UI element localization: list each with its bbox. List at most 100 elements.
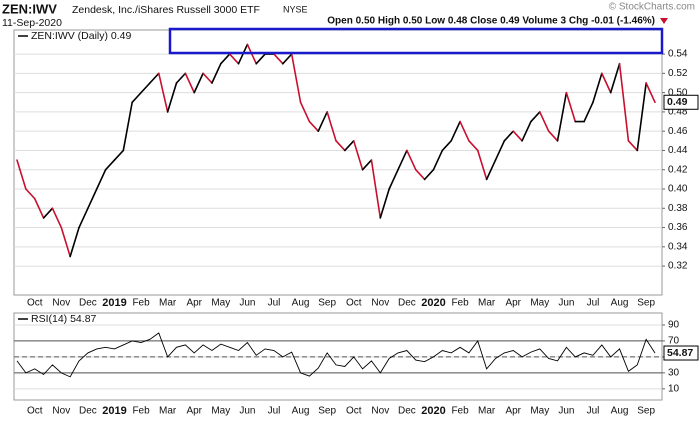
- x-tick-label: Dec: [398, 406, 416, 417]
- line-segment: [370, 159, 382, 219]
- line-segment: [122, 101, 133, 152]
- line-segment: [193, 72, 204, 94]
- line-segment: [414, 168, 426, 181]
- line-segment: [476, 149, 488, 181]
- line-segment: [494, 140, 506, 161]
- x-tick-label: Jul: [587, 298, 600, 309]
- y-tick-label: 0.48: [668, 107, 688, 118]
- line-segment: [468, 140, 479, 152]
- line-segment: [33, 197, 45, 219]
- y-tick-label: 0.54: [668, 49, 688, 60]
- line-segment: [521, 120, 532, 142]
- line-segment: [432, 149, 444, 171]
- highlight-box: [168, 27, 664, 55]
- y-tick-label: 0.40: [668, 184, 688, 195]
- series-line: [16, 332, 656, 378]
- x-tick-label: Nov: [52, 298, 70, 309]
- x-tick-label: Jun: [558, 298, 574, 309]
- line-segment: [592, 72, 603, 104]
- line-segment: [228, 53, 240, 65]
- line-segment: [627, 140, 639, 152]
- y-tick-label: 0.44: [668, 145, 688, 156]
- line-segment: [42, 207, 54, 219]
- line-segment: [565, 91, 577, 123]
- line-segment: [78, 207, 89, 229]
- x-tick-label: Jun: [239, 298, 255, 309]
- x-tick-label: Feb: [451, 406, 469, 417]
- x-tick-label: Apr: [505, 298, 521, 309]
- y-tick-label: 10: [668, 383, 680, 394]
- line-segment: [326, 111, 337, 142]
- line-segment: [113, 149, 125, 161]
- line-segment: [157, 72, 169, 113]
- y-tick-label: 70: [668, 336, 680, 347]
- x-tick-label: Apr: [186, 298, 202, 309]
- line-segment: [397, 149, 408, 171]
- x-tick-label: Feb: [132, 406, 150, 417]
- x-tick-label: Sep: [318, 298, 336, 309]
- y-tick-label: 0.34: [668, 241, 688, 252]
- line-segment: [166, 82, 178, 113]
- last-value-box: [663, 94, 699, 110]
- x-tick-label: Aug: [611, 298, 629, 309]
- x-tick-label: Jul: [268, 406, 281, 417]
- x-tick-label: Feb: [132, 298, 150, 309]
- line-segment: [220, 53, 231, 65]
- x-tick-label: May: [530, 298, 549, 309]
- line-segment: [25, 188, 36, 200]
- x-tick-label: Jun: [239, 406, 255, 417]
- x-tick-label: 2019: [102, 297, 126, 309]
- x-tick-label: Mar: [478, 406, 496, 417]
- line-segment: [308, 120, 320, 132]
- x-tick-label: Nov: [371, 406, 389, 417]
- last-value-label: 0.49: [667, 96, 688, 108]
- line-segment: [51, 207, 63, 229]
- line-segment: [379, 188, 390, 219]
- line-segment: [140, 82, 151, 94]
- line-segment: [406, 149, 417, 171]
- line-segment: [539, 111, 550, 132]
- line-segment: [530, 111, 541, 123]
- y-tick-label: 0.46: [668, 126, 688, 137]
- line-segment: [60, 226, 71, 258]
- x-tick-label: May: [211, 406, 230, 417]
- line-segment: [290, 53, 302, 104]
- x-tick-label: Dec: [79, 406, 97, 417]
- exchange: NYSE: [283, 4, 308, 14]
- y-tick-label: 90: [668, 320, 680, 331]
- x-tick-label: Nov: [371, 298, 389, 309]
- line-segment: [175, 72, 187, 84]
- line-segment: [69, 226, 80, 258]
- line-segment: [601, 72, 612, 94]
- watermark: © StockCharts.com: [609, 2, 695, 13]
- x-tick-label: Mar: [478, 298, 496, 309]
- date: 11-Sep-2020: [2, 17, 62, 29]
- x-tick-label: Jun: [558, 406, 574, 417]
- line-segment: [618, 62, 630, 142]
- x-tick-label: Dec: [398, 298, 416, 309]
- line-segment: [299, 101, 311, 123]
- x-tick-label: Mar: [159, 406, 177, 417]
- y-tick-label: 0.42: [668, 164, 688, 175]
- line-segment: [149, 72, 160, 84]
- line-segment: [583, 101, 594, 123]
- last-value-box: [663, 345, 699, 361]
- x-tick-label: Apr: [186, 406, 202, 417]
- legend-label: RSI(14) 54.87: [31, 313, 97, 325]
- x-tick-label: Nov: [52, 406, 70, 417]
- line-segment: [636, 82, 647, 152]
- down-arrow: [660, 18, 668, 24]
- line-segment: [361, 159, 373, 171]
- line-segment: [282, 53, 293, 65]
- last-value-label: 54.87: [667, 347, 693, 359]
- x-tick-label: Feb: [451, 298, 469, 309]
- line-segment: [459, 120, 470, 142]
- line-segment: [184, 72, 196, 94]
- line-segment: [645, 82, 656, 104]
- line-segment: [273, 53, 284, 65]
- y-tick-label: 0.32: [668, 261, 688, 272]
- quote: Open 0.50 High 0.50 Low 0.48 Close 0.49 …: [327, 16, 655, 27]
- x-tick-label: May: [530, 406, 549, 417]
- x-tick-label: 2020: [421, 405, 445, 417]
- line-segment: [388, 168, 399, 190]
